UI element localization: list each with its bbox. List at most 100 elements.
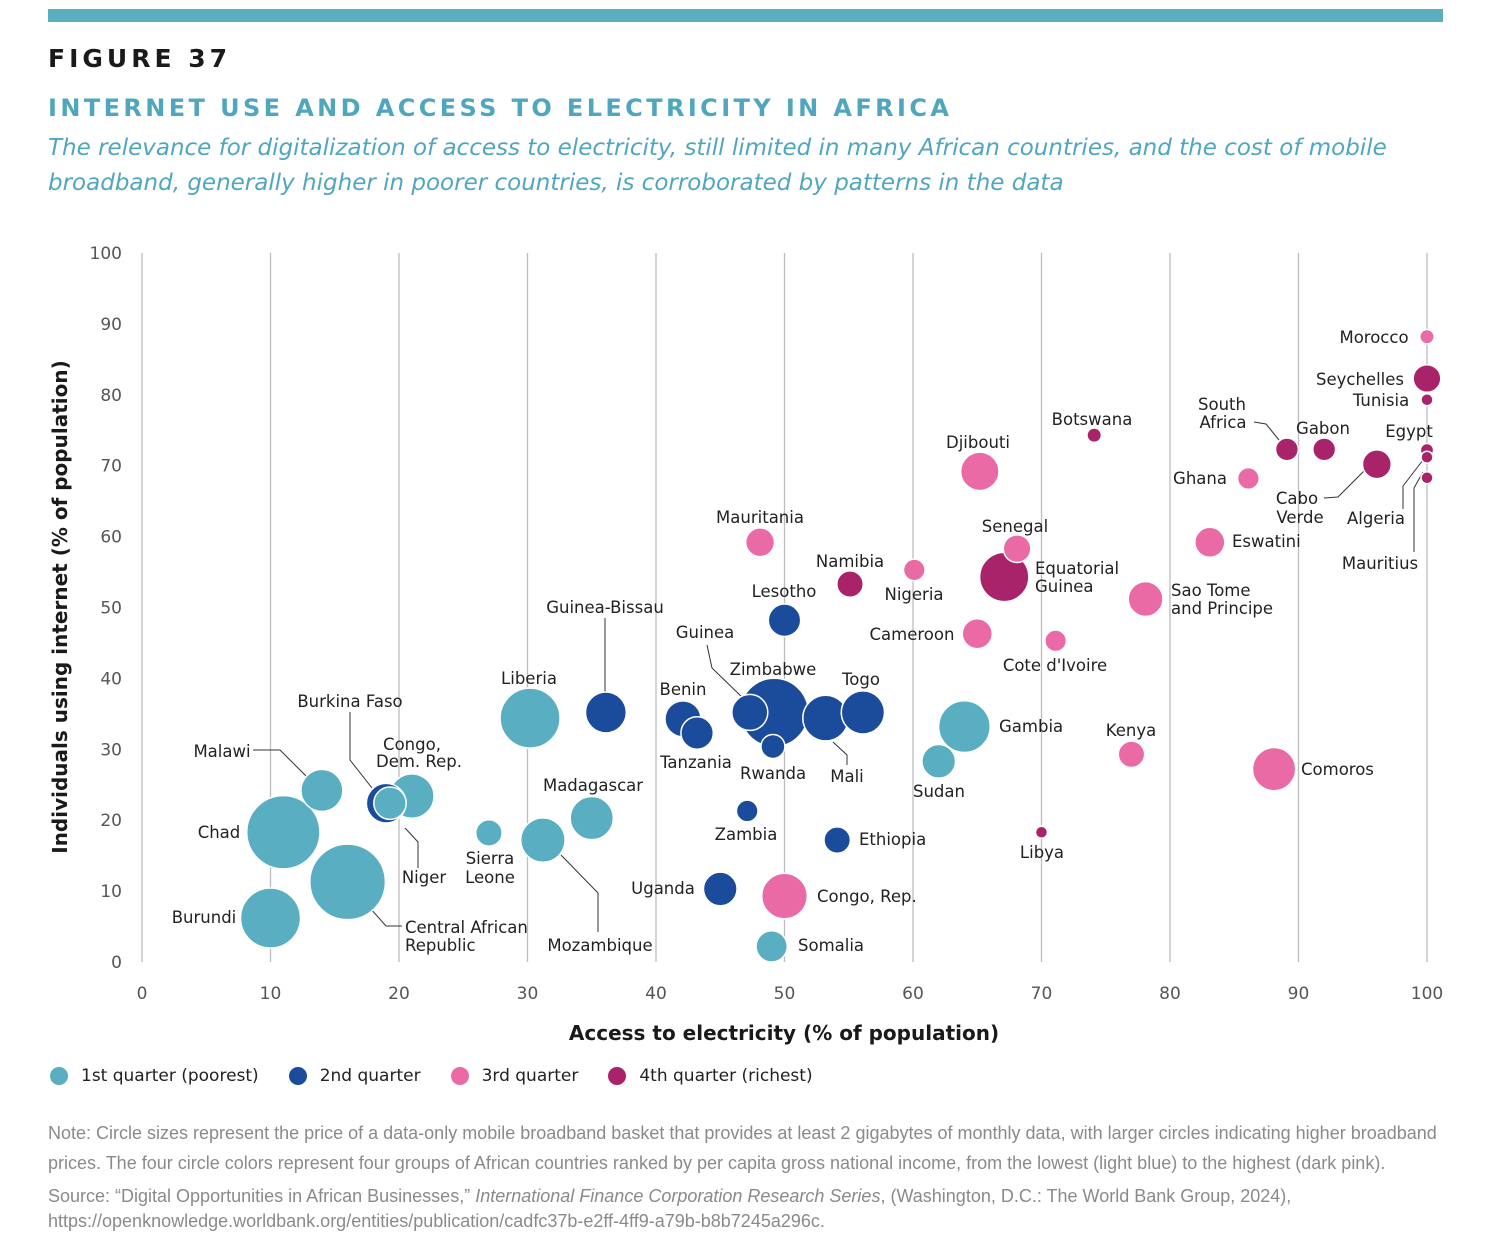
point-label: Dem. Rep. — [376, 752, 462, 771]
legend-label-q2: 2nd quarter — [319, 1066, 421, 1086]
scatter-chart: 0 10 20 30 40 50 60 70 80 90 100 0 10 20 30 40 50 60 70 80 9… — [48, 244, 1444, 1045]
x-tick-label: 20 — [388, 984, 410, 1004]
legend-dot-q2 — [288, 1067, 307, 1085]
chart-subtitle: The relevance for digitalization of acce… — [48, 135, 1387, 196]
bubble-togo — [840, 690, 886, 735]
point-label: Morocco — [1339, 328, 1408, 347]
point-label: Kenya — [1106, 721, 1156, 740]
leader-line — [832, 741, 848, 765]
y-tick-label: 50 — [100, 599, 122, 619]
point-label: Ethiopia — [859, 830, 926, 849]
point-label: Chad — [198, 823, 241, 842]
point-label: Tunisia — [1352, 391, 1409, 410]
point-label: Niger — [402, 868, 447, 887]
point-label: Leone — [465, 868, 515, 887]
point-label: Sao Tome — [1171, 581, 1251, 600]
point-label: Sierra — [466, 849, 515, 868]
source-prefix: Source: “Digital Opportunities in Africa… — [48, 1186, 471, 1206]
source-series-title: International Finance Corporation Resear… — [475, 1186, 881, 1206]
y-tick-label: 60 — [100, 528, 122, 548]
figure-label: FIGURE 37 — [48, 44, 232, 73]
point-label: Mali — [830, 767, 864, 786]
bubble-mauritius — [1420, 471, 1434, 485]
bubble-sudan — [921, 743, 957, 779]
bubble-lesotho — [767, 603, 802, 638]
point-label: Libya — [1020, 843, 1064, 862]
x-axis-label: Access to electricity (% of population) — [569, 1021, 999, 1045]
bubble-ghana — [1236, 466, 1260, 491]
bubble-morocco — [1419, 328, 1435, 345]
bubble-somalia — [755, 930, 789, 963]
bubble-congo-rep — [760, 872, 809, 920]
x-tick-label: 80 — [1159, 984, 1181, 1004]
x-tick-label: 0 — [137, 984, 148, 1004]
point-label: Guinea — [1035, 577, 1094, 596]
point-label: Seychelles — [1316, 370, 1404, 389]
top-accent-bar — [48, 9, 1443, 22]
bubble-madagascar — [569, 795, 615, 841]
point-label: South — [1198, 395, 1246, 414]
point-label: Djibouti — [946, 433, 1010, 452]
bubble-djibouti — [959, 451, 1000, 492]
point-label: Gambia — [999, 717, 1063, 736]
point-label: Cameroon — [870, 625, 955, 644]
bubble-botswana — [1086, 427, 1103, 444]
legend-label-q3: 3rd quarter — [481, 1066, 579, 1086]
bubble-cabo-verde — [1361, 449, 1393, 480]
bubble-uganda — [702, 871, 738, 907]
leader-line — [1253, 421, 1280, 441]
bubble-tunisia — [1420, 393, 1434, 407]
bubble-tanzania — [680, 716, 715, 750]
point-label: Zimbabwe — [730, 660, 817, 679]
bubble-namibia — [836, 570, 864, 599]
label-leader-lines — [253, 421, 1424, 932]
point-label: Cabo — [1276, 489, 1318, 508]
bubble-nigeria — [902, 558, 926, 582]
bubble-central-african-republic — [309, 843, 387, 921]
point-label: Congo, — [383, 735, 441, 754]
y-tick-label: 90 — [100, 315, 122, 335]
x-tick-label: 60 — [902, 984, 924, 1004]
chart-source: Source: “Digital Opportunities in Africa… — [48, 1184, 1448, 1234]
bubble-gambia — [937, 700, 991, 754]
leader-line — [369, 907, 402, 927]
legend-dot-q3 — [450, 1067, 469, 1085]
bubble-chad — [246, 794, 321, 870]
bubble-eswatini — [1194, 526, 1226, 559]
source-suffix: , (Washington, D.C.: The World Bank Grou… — [880, 1186, 1292, 1206]
legend: 1st quarter (poorest) 2nd quarter 3rd qu… — [50, 1066, 843, 1086]
leader-line — [1402, 459, 1424, 509]
x-tick-label: 90 — [1288, 984, 1310, 1004]
source-url: https://openknowledge.worldbank.org/enti… — [48, 1211, 825, 1231]
point-label: Congo, Rep. — [817, 887, 917, 906]
point-label: Namibia — [816, 552, 884, 571]
point-label: Africa — [1199, 413, 1246, 432]
bubble-seychelles — [1412, 363, 1442, 394]
point-label: Botswana — [1052, 410, 1133, 429]
bubble-comoros — [1251, 746, 1297, 792]
point-label: Togo — [841, 670, 880, 689]
point-label: Verde — [1276, 508, 1323, 527]
y-tick-label: 40 — [100, 669, 122, 689]
leader-line — [1413, 471, 1424, 552]
x-tick-label: 70 — [1031, 984, 1053, 1004]
bubble-ethiopia — [823, 826, 852, 855]
bubble-malawi — [300, 768, 344, 813]
point-label: Eswatini — [1232, 532, 1301, 551]
point-label: Guinea — [676, 623, 735, 642]
x-tick-label: 100 — [1411, 984, 1443, 1004]
point-label: and Principe — [1171, 599, 1273, 618]
bubble-guinea — [731, 693, 769, 732]
bubble-senegal — [1002, 534, 1032, 564]
leader-line — [706, 644, 746, 701]
point-label: Somalia — [798, 936, 864, 955]
point-label: Burkina Faso — [297, 692, 402, 711]
leader-line — [404, 827, 419, 868]
bubble-liberia — [499, 687, 561, 749]
axis-ticks: 0 10 20 30 40 50 60 70 80 90 100 0 10 20 30 40 50 60 70 80 9… — [90, 244, 1444, 1004]
bubble-cameroon — [961, 617, 993, 650]
y-tick-label: 0 — [111, 953, 122, 973]
legend-label-q4: 4th quarter (richest) — [639, 1066, 813, 1086]
data-points — [239, 328, 1442, 963]
point-label: Malawi — [193, 742, 250, 761]
